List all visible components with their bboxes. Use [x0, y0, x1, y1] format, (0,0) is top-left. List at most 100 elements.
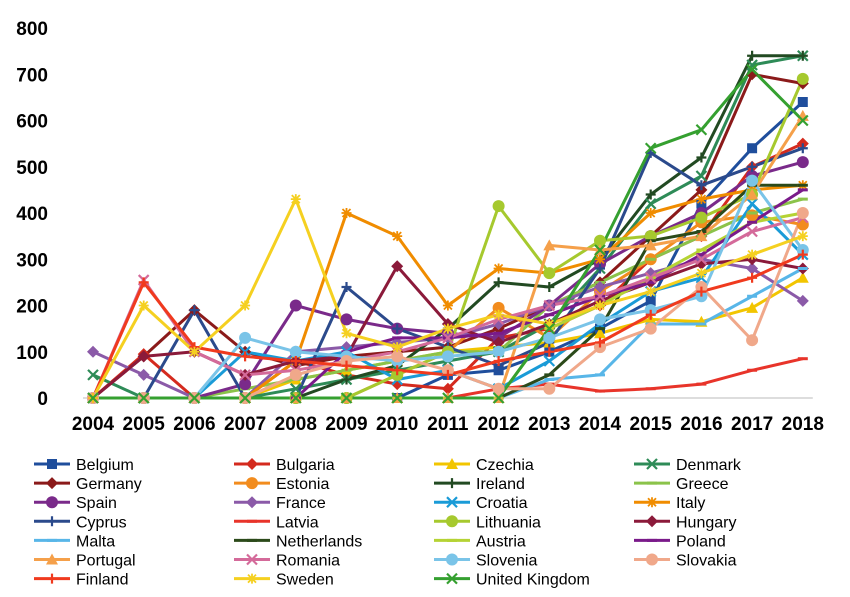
data-point-lithuania [796, 72, 809, 85]
data-point-sweden [341, 328, 352, 339]
data-point-sweden [747, 249, 758, 260]
legend-marker-croatia [446, 496, 458, 508]
data-point-lithuania [594, 234, 606, 247]
data-point-united-kingdom [442, 392, 454, 404]
legend-label-france: France [276, 495, 326, 512]
legend-label-latvia: Latvia [276, 514, 319, 531]
data-point-united-kingdom [797, 114, 809, 127]
data-point-italy [341, 208, 352, 218]
legend-label-cyprus: Cyprus [76, 514, 127, 531]
legend-label-sweden: Sweden [276, 572, 334, 589]
data-point-belgium [747, 143, 758, 154]
legend-item-latvia: Latvia [234, 514, 319, 531]
legend-label-estonia: Estonia [276, 476, 329, 493]
legend-marker-finland [47, 573, 57, 584]
data-point-slovenia [746, 174, 759, 187]
legend-label-portugal: Portugal [76, 553, 136, 570]
data-point-sweden [240, 300, 251, 311]
data-point-slovakia [746, 334, 759, 347]
data-point-sweden [493, 309, 504, 320]
data-point-denmark [644, 197, 657, 210]
data-point-cyprus [797, 143, 808, 154]
x-tick-label: 2015 [630, 414, 673, 435]
legend-marker-ireland [447, 478, 457, 489]
data-point-denmark [695, 170, 708, 182]
data-point-united-kingdom [87, 392, 99, 404]
legend-item-czechia: Czechia [434, 457, 534, 474]
legend-label-czechia: Czechia [476, 457, 534, 474]
data-point-cyprus [747, 161, 758, 172]
data-point-romania [746, 225, 758, 238]
data-point-croatia [543, 355, 556, 367]
data-point-netherlands [797, 183, 808, 187]
legend-label-greece: Greece [676, 476, 729, 493]
data-point-romania [239, 369, 251, 381]
data-point-ireland [493, 277, 504, 288]
y-tick-label: 100 [16, 343, 48, 364]
data-point-poland [544, 313, 555, 317]
data-point-malta [544, 378, 555, 381]
data-point-finland [341, 360, 352, 371]
legend-label-belgium: Belgium [76, 457, 134, 474]
legend-item-lithuania: Lithuania [434, 514, 541, 531]
data-point-italy [696, 194, 707, 205]
legend-marker-greece [647, 481, 657, 485]
data-point-latvia [645, 387, 656, 391]
x-tick-label: 2011 [427, 414, 469, 435]
data-point-netherlands [544, 373, 555, 377]
data-point-france [594, 281, 606, 293]
data-point-hungary [137, 350, 150, 363]
legend-item-france: France [234, 495, 326, 512]
data-point-netherlands [595, 327, 605, 331]
data-point-ireland [544, 282, 555, 292]
data-point-austria [696, 248, 707, 252]
data-point-denmark [290, 382, 302, 395]
legend-item-portugal: Portugal [34, 553, 136, 570]
data-point-italy [493, 263, 504, 274]
legend-marker-malta [47, 538, 57, 542]
legend-label-italy: Italy [676, 495, 705, 512]
data-point-portugal [543, 239, 556, 251]
legend-label-slovenia: Slovenia [476, 553, 537, 570]
legend-marker-france [246, 496, 258, 509]
legend-marker-hungary [646, 515, 658, 528]
legend-item-greece: Greece [634, 476, 729, 493]
x-tick-label: 2007 [224, 414, 266, 435]
data-point-poland [696, 253, 707, 257]
legend-label-lithuania: Lithuania [476, 514, 541, 531]
x-tick-label: 2016 [680, 414, 722, 435]
data-point-united-kingdom [188, 392, 201, 404]
data-point-united-kingdom [746, 63, 758, 76]
data-point-ireland [696, 152, 707, 163]
data-point-ireland [747, 50, 758, 61]
data-point-slovakia [492, 382, 505, 395]
data-point-ireland [797, 50, 808, 61]
x-tick-label: 2012 [477, 414, 519, 435]
legend-label-romania: Romania [276, 553, 340, 570]
data-point-malta [747, 294, 758, 298]
data-point-france [137, 368, 150, 381]
data-point-portugal [644, 239, 657, 251]
data-point-cyprus [341, 282, 352, 292]
legend-label-hungary: Hungary [676, 514, 736, 531]
data-point-spain [340, 313, 353, 326]
data-point-greece [747, 211, 758, 215]
x-tick-label: 2006 [173, 414, 215, 435]
legend-label-slovakia: Slovakia [676, 553, 737, 570]
legend-label-denmark: Denmark [676, 457, 742, 474]
legend-marker-latvia [247, 519, 257, 523]
legend-label-netherlands: Netherlands [276, 533, 362, 550]
legend-marker-netherlands [247, 538, 257, 542]
data-point-lithuania [492, 200, 505, 213]
data-point-ireland [341, 374, 352, 385]
data-point-france [746, 262, 759, 275]
x-tick-label: 2014 [579, 414, 622, 435]
y-tick-label: 600 [16, 112, 48, 133]
x-tick-label: 2004 [72, 414, 115, 435]
data-point-united-kingdom [290, 392, 302, 404]
data-point-estonia [746, 209, 759, 222]
y-tick-label: 200 [16, 297, 48, 318]
data-point-france [87, 345, 99, 358]
legend-marker-slovakia [646, 553, 658, 566]
data-point-ireland [645, 189, 656, 200]
